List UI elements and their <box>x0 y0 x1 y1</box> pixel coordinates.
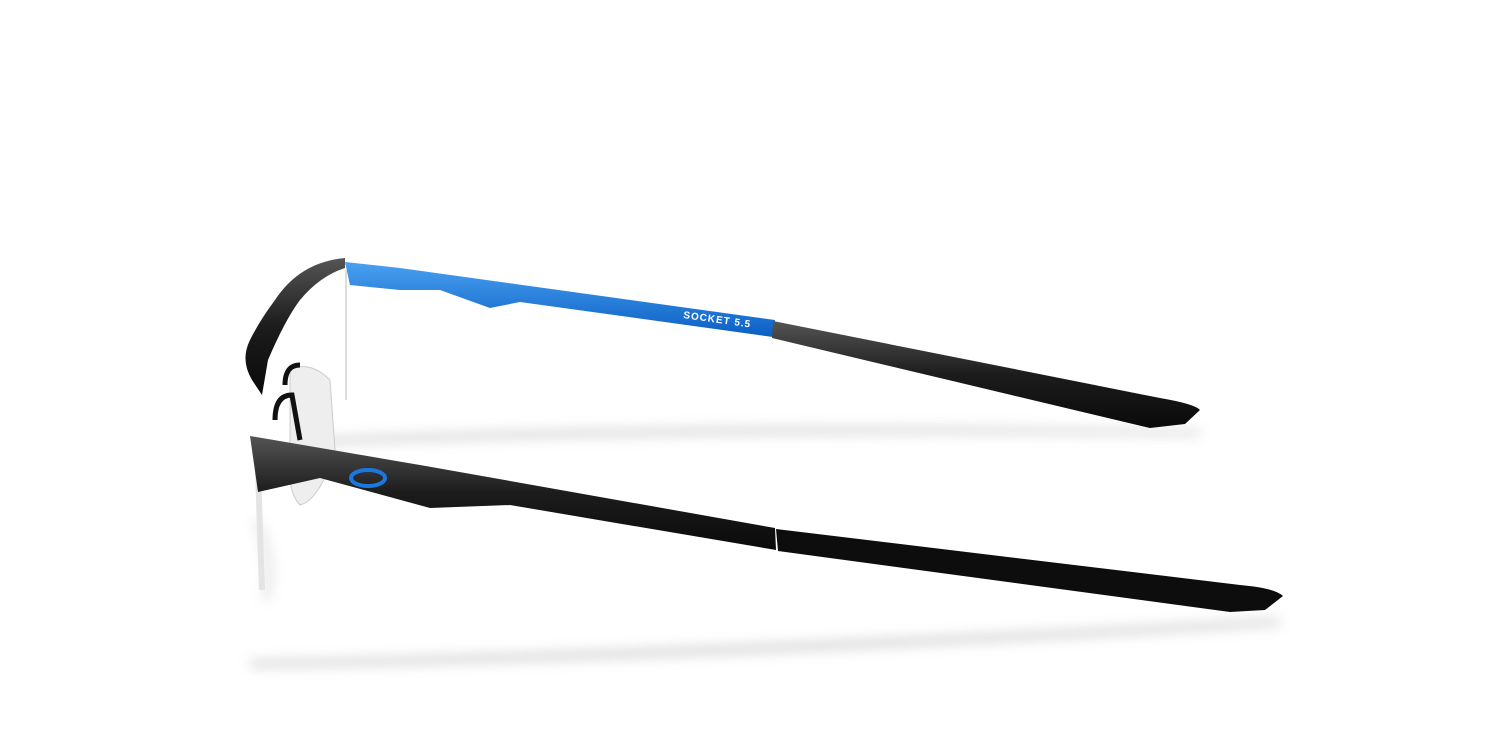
front-frame <box>245 258 1283 612</box>
shadows <box>250 426 1280 668</box>
back-temple: SOCKET 5.5 <box>345 262 1200 428</box>
